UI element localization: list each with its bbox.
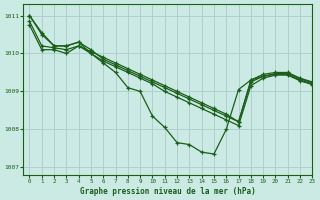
X-axis label: Graphe pression niveau de la mer (hPa): Graphe pression niveau de la mer (hPa) (80, 187, 256, 196)
